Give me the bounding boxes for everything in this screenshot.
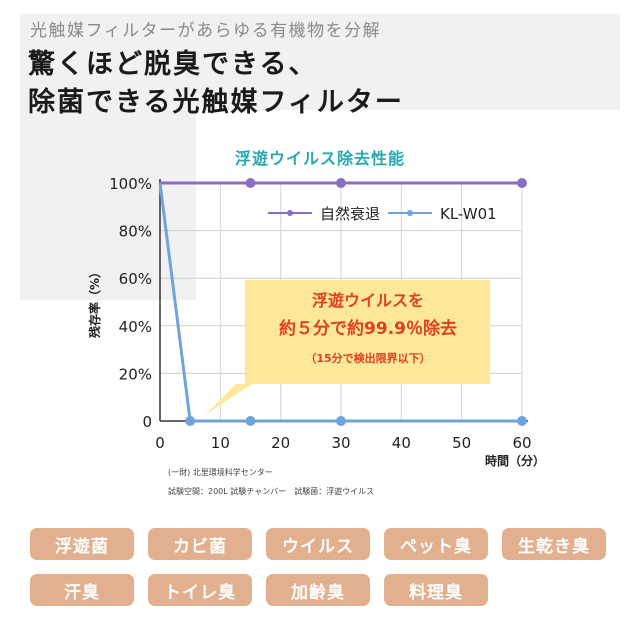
headline-line-1: 驚くほど脱臭できる、 bbox=[28, 49, 318, 80]
chart-background bbox=[196, 110, 620, 300]
callout-line-2: 約５分で約99.9％除去 bbox=[279, 318, 457, 339]
tag-row-1: 浮遊菌 カビ菌 ウイルス ペット臭 生乾き臭 bbox=[30, 528, 620, 560]
callout-line-1: 浮遊ウイルスを bbox=[312, 291, 424, 310]
series-1-point-4 bbox=[517, 416, 527, 426]
tag-1-1: カビ菌 bbox=[148, 528, 252, 560]
tag-2-1: トイレ臭 bbox=[148, 574, 252, 606]
tag-1-2: ウイルス bbox=[266, 528, 370, 560]
x-tick-label-5: 50 bbox=[452, 434, 471, 452]
y-tick-label-1: 20% bbox=[119, 365, 152, 383]
x-tick-label-3: 30 bbox=[331, 434, 350, 452]
x-tick-label-6: 60 bbox=[512, 434, 531, 452]
legend-marker-1 bbox=[407, 210, 413, 216]
tag-row-2: 汗臭 トイレ臭 加齢臭 料理臭 bbox=[30, 574, 620, 606]
series-1-point-2 bbox=[245, 416, 256, 426]
x-tick-label-2: 20 bbox=[271, 434, 290, 452]
tag-2-0: 汗臭 bbox=[30, 574, 134, 606]
x-axis-label: 時間（分） bbox=[485, 453, 545, 468]
test-condition-note: 試験空間：200L 試験チャンバー 試験菌：浮遊ウイルス bbox=[168, 487, 375, 496]
tag-2-2: 加齢臭 bbox=[266, 574, 370, 606]
series-0-point-1 bbox=[245, 178, 256, 188]
test-organization-note: (一財) 北里環境科学センター bbox=[168, 468, 273, 477]
x-tick-label-1: 10 bbox=[211, 434, 230, 452]
y-tick-label-0: 0 bbox=[142, 413, 152, 431]
headline-line-2: 除菌できる光触媒フィルター bbox=[28, 87, 404, 118]
legend-marker-0 bbox=[287, 210, 293, 216]
tag-1-4: 生乾き臭 bbox=[502, 528, 606, 560]
callout-line-3: （15分で検出限界以下） bbox=[305, 351, 430, 365]
target-tags: 浮遊菌 カビ菌 ウイルス ペット臭 生乾き臭 汗臭 トイレ臭 加齢臭 料理臭 bbox=[30, 528, 620, 620]
y-tick-label-2: 40% bbox=[119, 318, 152, 336]
subtitle: 光触媒フィルターがあらゆる有機物を分解 bbox=[30, 21, 382, 41]
y-tick-label-5: 100% bbox=[109, 175, 152, 193]
series-1-point-1 bbox=[185, 416, 196, 426]
series-0-point-3 bbox=[517, 178, 527, 188]
y-axis-label: 残存率（%） bbox=[87, 266, 102, 338]
tag-1-0: 浮遊菌 bbox=[30, 528, 134, 560]
tag-2-3: 料理臭 bbox=[384, 574, 488, 606]
x-tick-label-4: 40 bbox=[392, 434, 411, 452]
y-tick-label-3: 60% bbox=[119, 270, 152, 288]
headline: 驚くほど脱臭できる、 除菌できる光触媒フィルター bbox=[28, 46, 404, 122]
series-0-point-2 bbox=[336, 178, 346, 188]
legend-label-1: KL-W01 bbox=[440, 205, 497, 223]
y-tick-label-4: 80% bbox=[119, 223, 152, 241]
tag-1-3: ペット臭 bbox=[384, 528, 488, 560]
chart-title: 浮遊ウイルス除去性能 bbox=[234, 149, 405, 168]
legend-label-0: 自然衰退 bbox=[320, 205, 380, 223]
callout-box bbox=[205, 280, 490, 415]
x-tick-label-0: 0 bbox=[155, 434, 165, 452]
series-1-point-3 bbox=[336, 416, 346, 426]
